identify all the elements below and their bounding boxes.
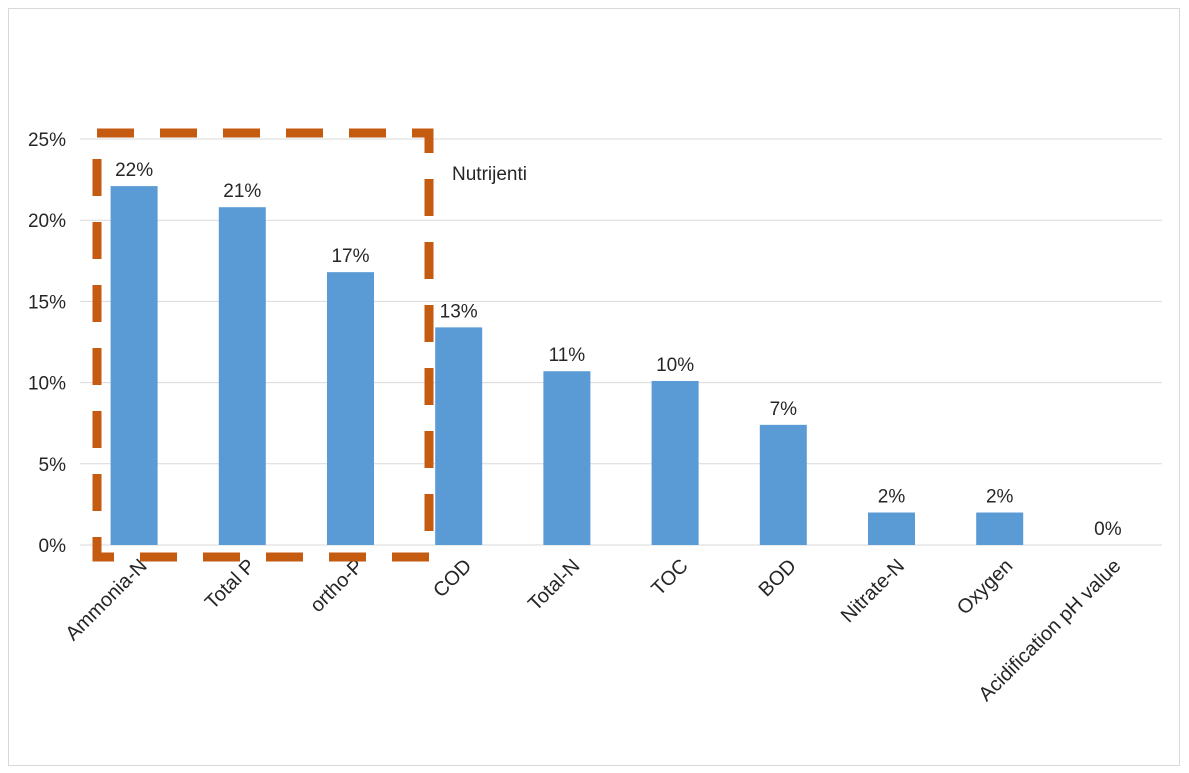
y-tick-label: 15% [28, 292, 66, 313]
category-label: Total-N [524, 555, 584, 615]
data-label: 10% [656, 355, 694, 376]
data-label: 2% [986, 487, 1014, 508]
y-axis-ticks: 0% 5% 10% 15% 20% 25% [28, 130, 66, 557]
bar [110, 186, 158, 545]
category-label: Ammonia-N [61, 555, 151, 645]
data-label: 17% [331, 246, 369, 267]
bars [110, 186, 1024, 545]
data-labels: 22% 21% 17% 13% 11% 10% 7% 2% 2% 0% [115, 160, 1122, 540]
y-tick-label: 5% [39, 455, 67, 476]
y-tick-label: 25% [28, 130, 66, 151]
data-label: 13% [440, 301, 478, 322]
bar [218, 207, 266, 545]
data-label: 21% [223, 181, 261, 202]
nutrients-annotation: Nutrijenti [452, 164, 527, 185]
category-label: TOC [647, 555, 692, 600]
data-label: 0% [1094, 519, 1122, 540]
category-label: Oxygen [953, 555, 1017, 619]
bar [868, 512, 915, 545]
category-label: ortho-P [306, 555, 368, 617]
chart-frame [8, 8, 1180, 766]
y-tick-label: 0% [39, 536, 67, 557]
bar [327, 272, 374, 545]
category-label: Total P [201, 555, 260, 614]
data-label: 2% [878, 487, 906, 508]
bar [976, 512, 1024, 545]
data-label: 11% [549, 345, 586, 366]
bar [759, 424, 807, 545]
category-labels: Ammonia-N Total P ortho-P COD Total-N TOC BOD N… [61, 555, 1125, 706]
bar [435, 327, 483, 545]
y-tick-label: 10% [28, 374, 66, 395]
bar [543, 371, 591, 545]
category-label: BOD [755, 555, 801, 601]
category-label: Nitrate-N [837, 555, 909, 627]
category-label: COD [429, 555, 476, 602]
data-label: 7% [770, 399, 798, 420]
data-label: 22% [115, 160, 153, 181]
y-tick-label: 20% [28, 211, 66, 232]
bar [651, 380, 699, 545]
